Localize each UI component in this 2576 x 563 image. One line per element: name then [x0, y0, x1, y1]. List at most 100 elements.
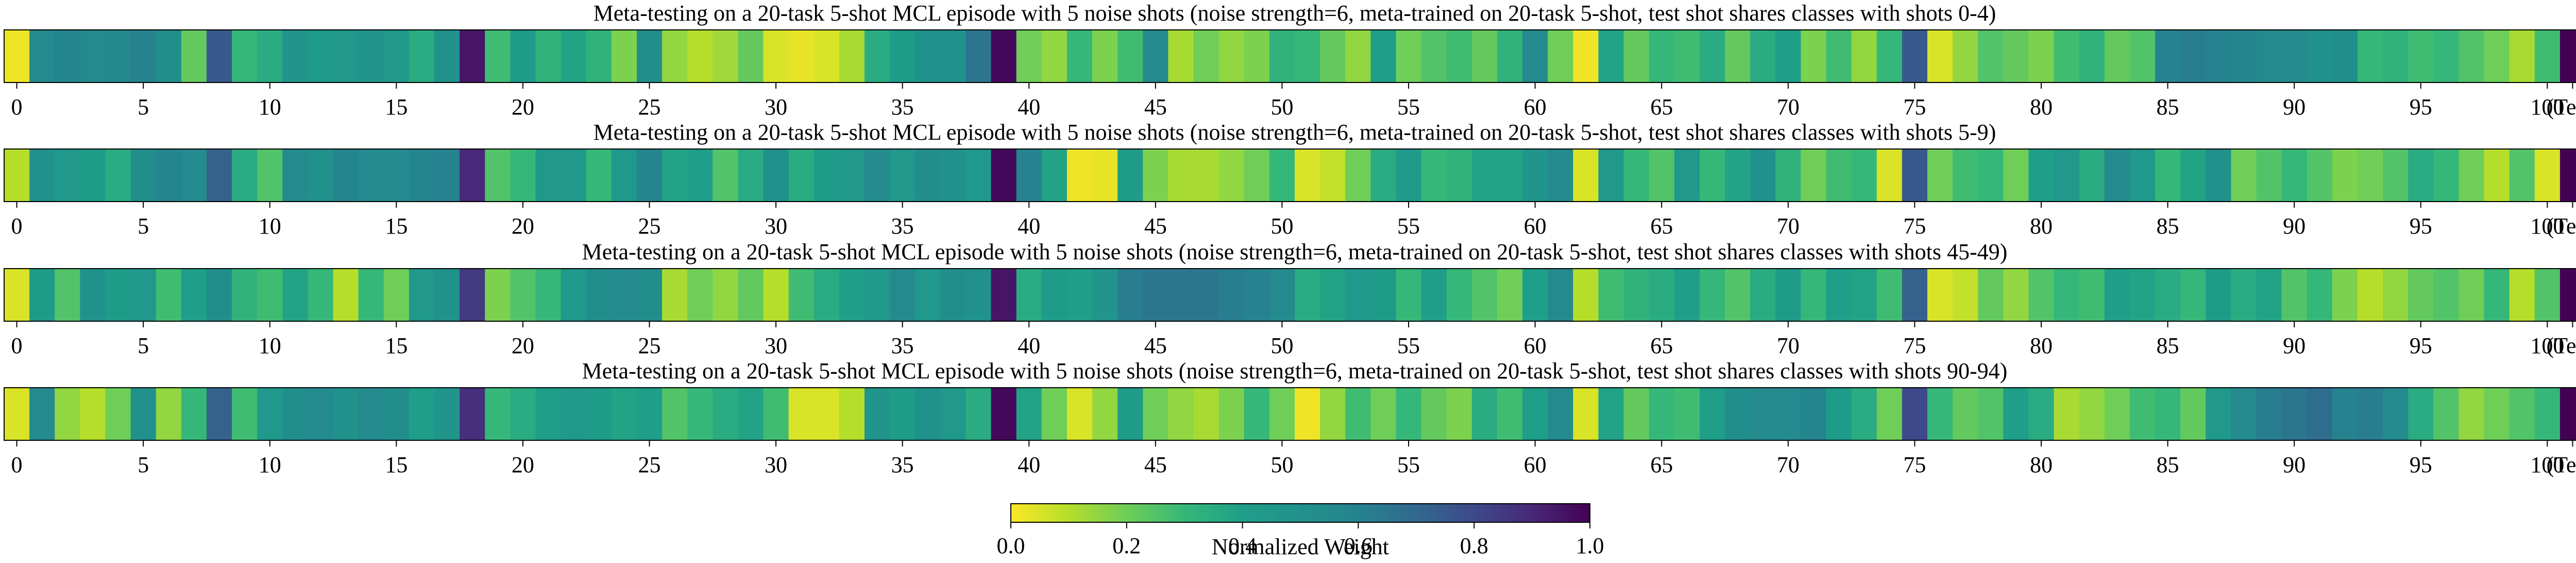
heatmap-cell [1295, 30, 1320, 82]
heatmap-cell [2129, 388, 2156, 440]
heatmap-cell [915, 30, 941, 82]
heatmap-cell [1244, 149, 1270, 202]
heatmap-cell [1801, 149, 1827, 202]
heatmap-cell [2180, 30, 2206, 82]
heatmap-cell [1573, 388, 1599, 440]
heatmap-cell [1193, 269, 1219, 321]
heatmap-cell [1092, 149, 1118, 202]
heatmap-cell [1927, 30, 1953, 82]
heatmap-cell [2307, 388, 2333, 440]
x-tick-label: (Test) [2546, 333, 2576, 358]
heatmap-cell [1345, 149, 1371, 202]
heatmap-cell [2459, 388, 2485, 440]
heatmap-cell [29, 388, 55, 440]
heatmap-cell [561, 388, 587, 440]
heatmap-cell [1927, 149, 1953, 202]
x-tick-label: 95 [2410, 452, 2432, 477]
heatmap-cell [333, 388, 359, 440]
heatmap-cell [460, 149, 485, 202]
heatmap-cell [1016, 30, 1042, 82]
heatmap-cell [2408, 149, 2434, 202]
heatmap-cell [1876, 269, 1903, 321]
heatmap-cell [965, 149, 992, 202]
heatmap-cell [1978, 149, 2004, 202]
heatmap-cell [1978, 30, 2004, 82]
heatmap-cell [1320, 30, 1346, 82]
heatmap-cell [535, 30, 562, 82]
x-tick-label: 80 [2030, 213, 2053, 239]
heatmap-cell [1320, 388, 1346, 440]
heatmap-cell [2079, 269, 2105, 321]
x-tick-label: 5 [138, 452, 149, 477]
heatmap-panel-1: Meta-testing on a 20-task 5-shot MCL epi… [4, 1, 2576, 120]
x-tick-label: 20 [512, 452, 534, 477]
heatmap-cell [1041, 269, 1067, 321]
heatmap-cell [839, 269, 865, 321]
heatmap-cell [1218, 149, 1245, 202]
heatmap-cell [1699, 388, 1725, 440]
heatmap-cell [1953, 388, 1978, 440]
heatmap-cell [788, 30, 815, 82]
heatmap-cell [1522, 269, 1548, 321]
heatmap-frame [4, 268, 2576, 322]
heatmap-cell [915, 269, 941, 321]
x-tick-label: 55 [1397, 213, 1420, 239]
heatmap-cell [1623, 388, 1650, 440]
heatmap-cell [1446, 388, 1472, 440]
heatmap-cell [839, 30, 865, 82]
heatmap-cell [2155, 30, 2181, 82]
heatmap-cell [1775, 269, 1801, 321]
heatmap-cell [814, 388, 840, 440]
heatmap-cell [1143, 149, 1169, 202]
heatmap-panel-2: Meta-testing on a 20-task 5-shot MCL epi… [4, 120, 2576, 239]
heatmap-cell [2155, 388, 2181, 440]
heatmap-cell [738, 388, 764, 440]
heatmap-cell [105, 30, 131, 82]
x-tick-label: 25 [638, 213, 661, 239]
heatmap-cell [713, 149, 739, 202]
heatmap-cell [763, 269, 789, 321]
heatmap-cell [2433, 269, 2460, 321]
heatmap-cell [510, 149, 536, 202]
heatmap-cell [662, 149, 688, 202]
heatmap-cell [1193, 149, 1219, 202]
x-tick-label: 0 [11, 213, 23, 239]
heatmap-panel-3: Meta-testing on a 20-task 5-shot MCL epi… [4, 239, 2576, 358]
heatmap-cell [2206, 269, 2231, 321]
x-tick-label: 95 [2410, 94, 2432, 120]
heatmap-cell [2509, 30, 2535, 82]
heatmap-cell [2307, 149, 2333, 202]
heatmap-cell [2357, 269, 2383, 321]
heatmap-cell [2484, 30, 2510, 82]
x-tick-label: 35 [891, 94, 914, 120]
heatmap-cell [2054, 269, 2080, 321]
heatmap-cell [1471, 30, 1498, 82]
heatmap-cell [80, 149, 106, 202]
heatmap-cell [1548, 149, 1573, 202]
heatmap-cell [1320, 149, 1346, 202]
heatmap-cell [839, 149, 865, 202]
heatmap-cell [510, 269, 536, 321]
heatmap-cell [4, 149, 30, 202]
x-tick-label: 85 [2157, 213, 2179, 239]
heatmap-cell [383, 269, 410, 321]
heatmap-cell [713, 388, 739, 440]
heatmap-cell [333, 30, 359, 82]
heatmap-cell [1573, 269, 1599, 321]
x-tick-label: 75 [1903, 213, 1926, 239]
heatmap-cell [485, 30, 511, 82]
heatmap-cell [1092, 388, 1118, 440]
heatmap-cell [1168, 149, 1194, 202]
heatmap-cell [2231, 149, 2257, 202]
heatmap-cell [814, 30, 840, 82]
heatmap-cell [890, 269, 916, 321]
heatmap-cell [636, 388, 663, 440]
heatmap-cell [308, 30, 334, 82]
heatmap-cell [1801, 388, 1827, 440]
heatmap-cell [257, 30, 283, 82]
heatmap-cell [2534, 388, 2561, 440]
x-tick-label: 0 [11, 452, 23, 477]
heatmap-cell [865, 269, 890, 321]
x-tick-label: 85 [2157, 94, 2179, 120]
heatmap-cell [890, 388, 916, 440]
